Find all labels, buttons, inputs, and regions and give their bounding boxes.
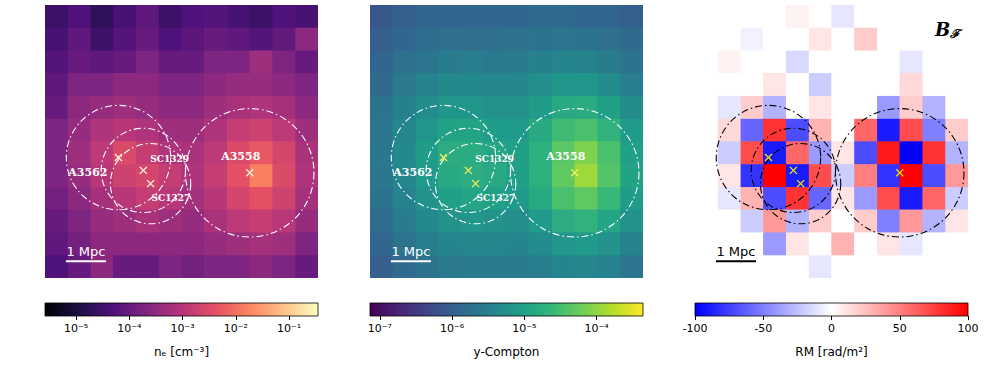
svg-text:10⁻⁶: 10⁻⁶ (440, 322, 465, 335)
svg-text:0: 0 (828, 322, 835, 335)
svg-text:SC1327: SC1327 (152, 193, 191, 203)
svg-text:A3558: A3558 (220, 150, 260, 163)
svg-text:10⁻⁵: 10⁻⁵ (64, 322, 88, 335)
svg-text:10⁻⁴: 10⁻⁴ (584, 322, 609, 335)
svg-text:10⁻²: 10⁻² (224, 322, 248, 335)
svg-text:-50: -50 (754, 322, 772, 335)
svg-text:SC1329: SC1329 (475, 154, 514, 164)
svg-text:RM [rad/m²]: RM [rad/m²] (795, 345, 867, 359)
svg-text:nₑ [cm⁻³]: nₑ [cm⁻³] (154, 345, 209, 359)
svg-text:y-Compton: y-Compton (474, 345, 540, 359)
svg-text:100: 100 (958, 322, 979, 335)
svg-text:10⁻⁴: 10⁻⁴ (117, 322, 142, 335)
svg-text:-100: -100 (683, 322, 708, 335)
svg-text:10⁻¹: 10⁻¹ (277, 322, 301, 335)
svg-text:10⁻⁵: 10⁻⁵ (512, 322, 536, 335)
svg-text:50: 50 (893, 322, 907, 335)
svg-text:B: B (934, 19, 950, 40)
svg-text:A3562: A3562 (392, 166, 432, 179)
svg-text:SC1329: SC1329 (150, 154, 189, 164)
svg-text:1 Mpc: 1 Mpc (391, 244, 430, 259)
svg-text:A3562: A3562 (67, 166, 107, 179)
svg-text:A3558: A3558 (545, 150, 585, 163)
svg-text:1 Mpc: 1 Mpc (66, 244, 105, 259)
svg-text:10⁻⁷: 10⁻⁷ (368, 322, 392, 335)
svg-text:ℱ: ℱ (950, 27, 963, 41)
svg-text:10⁻³: 10⁻³ (170, 322, 194, 335)
svg-text:SC1327: SC1327 (477, 193, 516, 203)
svg-text:1 Mpc: 1 Mpc (716, 244, 755, 259)
